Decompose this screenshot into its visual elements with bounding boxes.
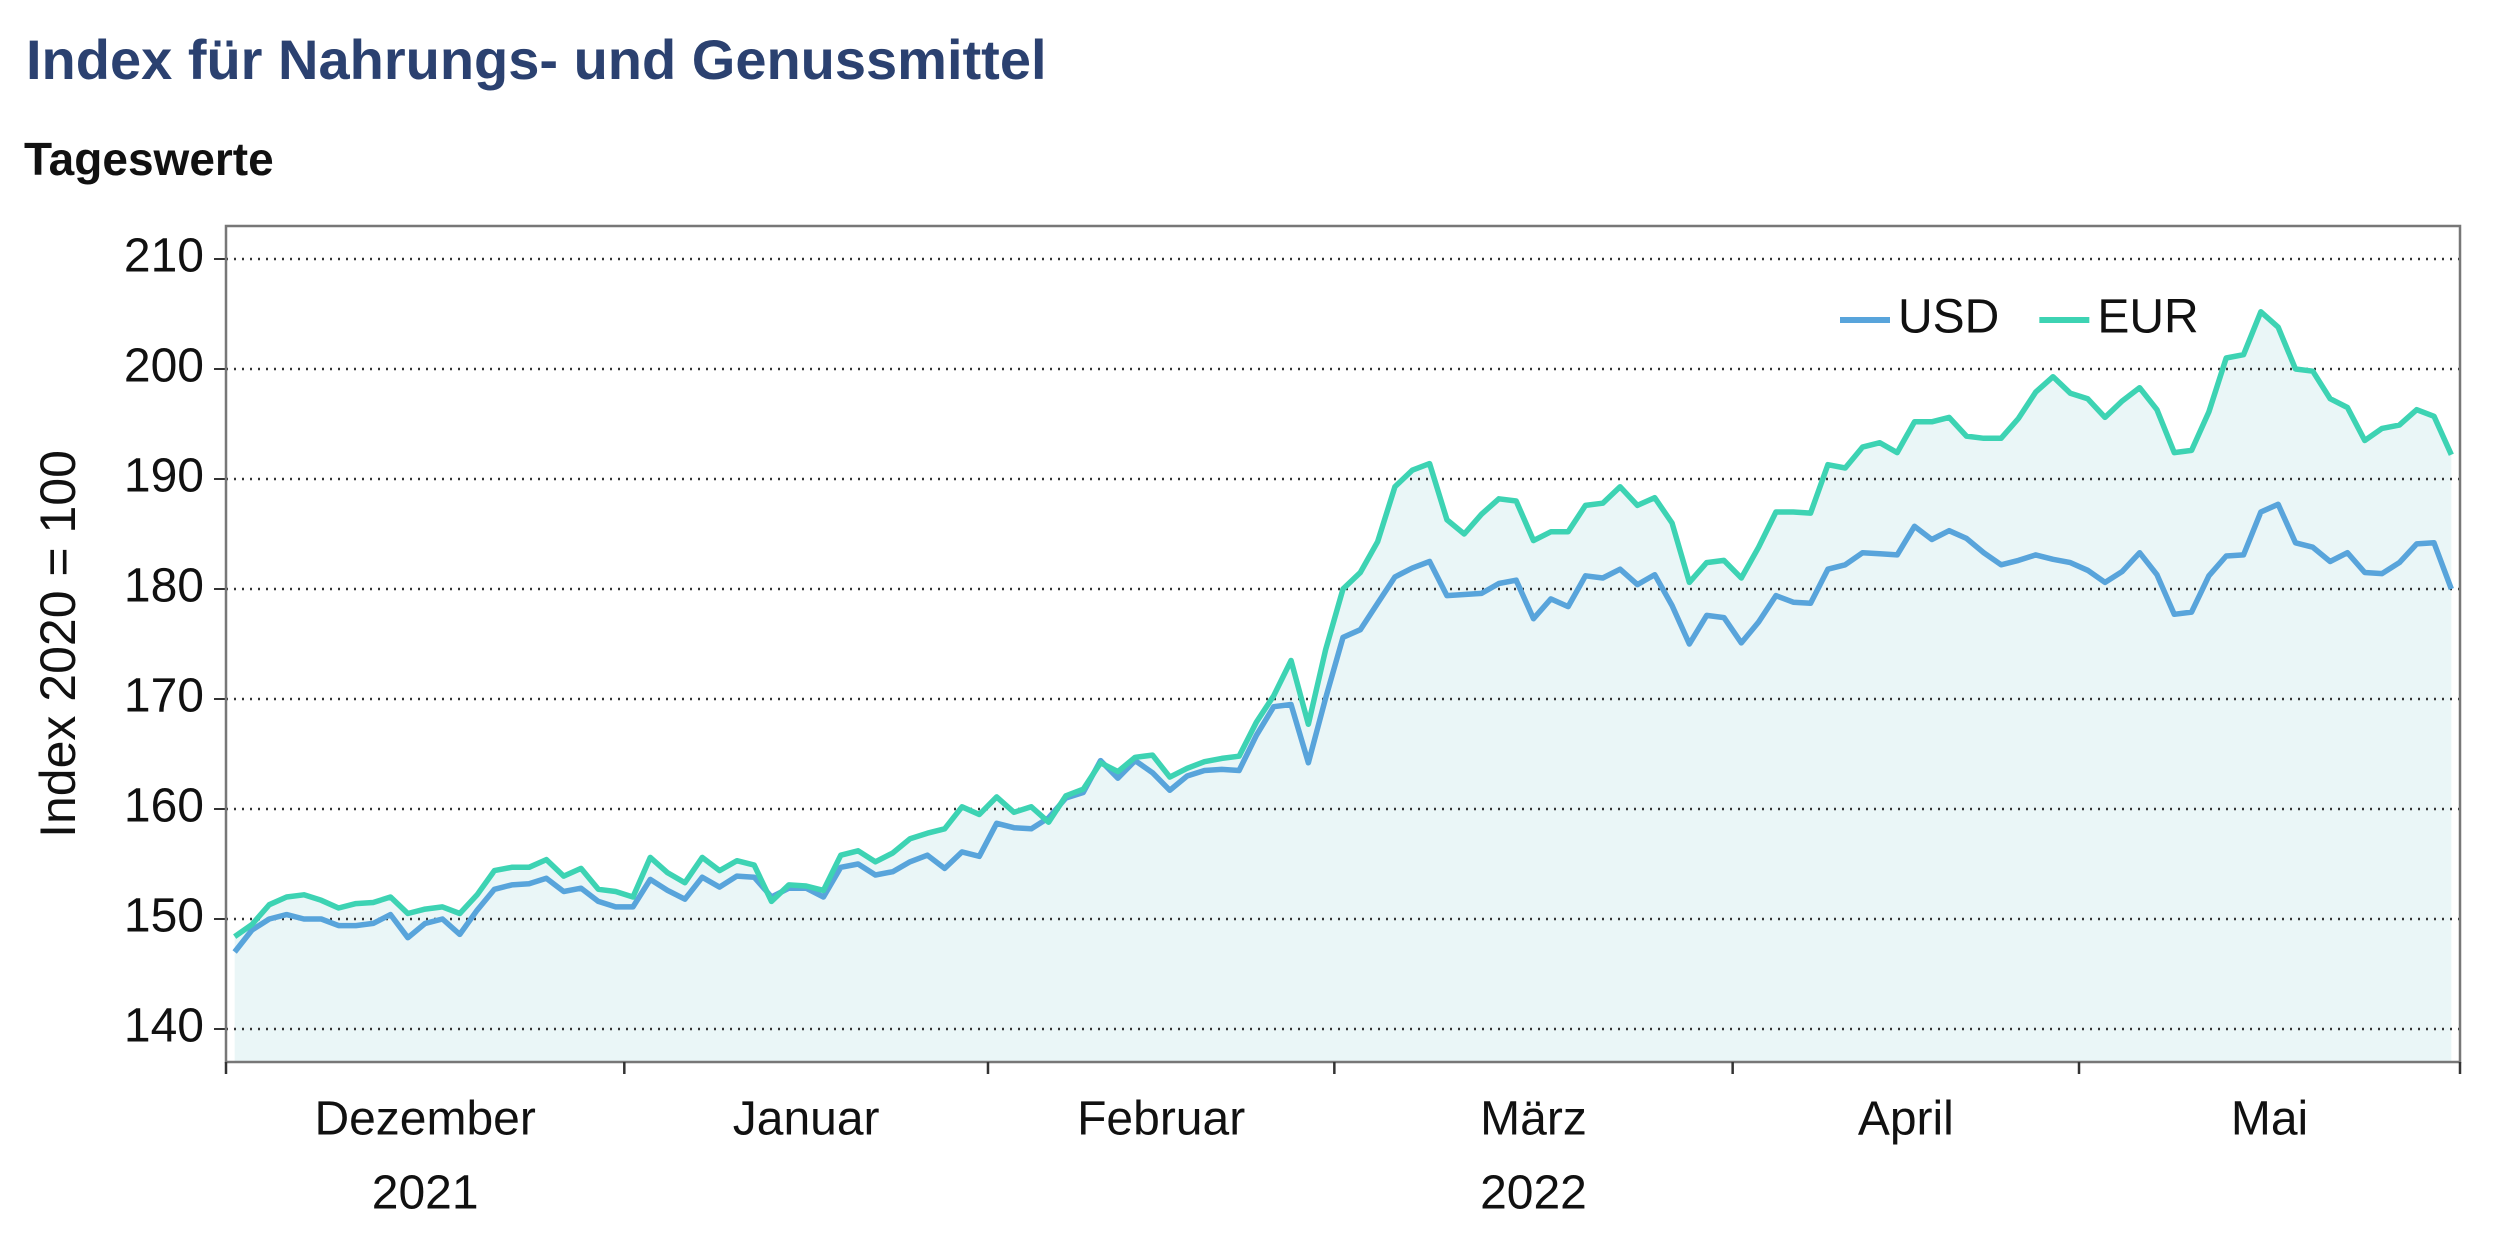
line — [233, 309, 2454, 939]
plot-frame — [224, 224, 2462, 1064]
y-tick-label: 190 — [124, 450, 204, 503]
y-tick-label: 180 — [124, 560, 204, 613]
y-tick-label: 200 — [124, 340, 204, 393]
x-tick-label: März — [1480, 1093, 1587, 1146]
y-tick-label: 150 — [124, 890, 204, 943]
x-tick-label: Januar — [733, 1093, 880, 1146]
x-tick-label: April — [1858, 1093, 1954, 1146]
area — [234, 311, 2452, 1062]
x-year-label: 2021 — [372, 1167, 479, 1220]
y-axis-label: Index 2020 = 100 — [30, 450, 86, 838]
y-tick-label: 210 — [124, 230, 204, 283]
y-tick-label: 140 — [124, 1000, 204, 1053]
x-tick-label: Februar — [1077, 1093, 1245, 1146]
legend-label: USD — [1898, 291, 1999, 344]
chart-subtitle: Tageswerte — [24, 133, 274, 185]
y-tick-label: 160 — [124, 780, 204, 833]
legend-label: EUR — [2097, 291, 2198, 344]
x-tick-label: Mai — [2231, 1093, 2308, 1146]
x-year-label: 2022 — [1480, 1167, 1587, 1220]
chart-title: Index für Nahrungs- und Genussmittel — [26, 28, 1047, 91]
y-tick-label: 170 — [124, 670, 204, 723]
x-tick-label: Dezember — [314, 1093, 535, 1146]
line — [232, 501, 2454, 954]
